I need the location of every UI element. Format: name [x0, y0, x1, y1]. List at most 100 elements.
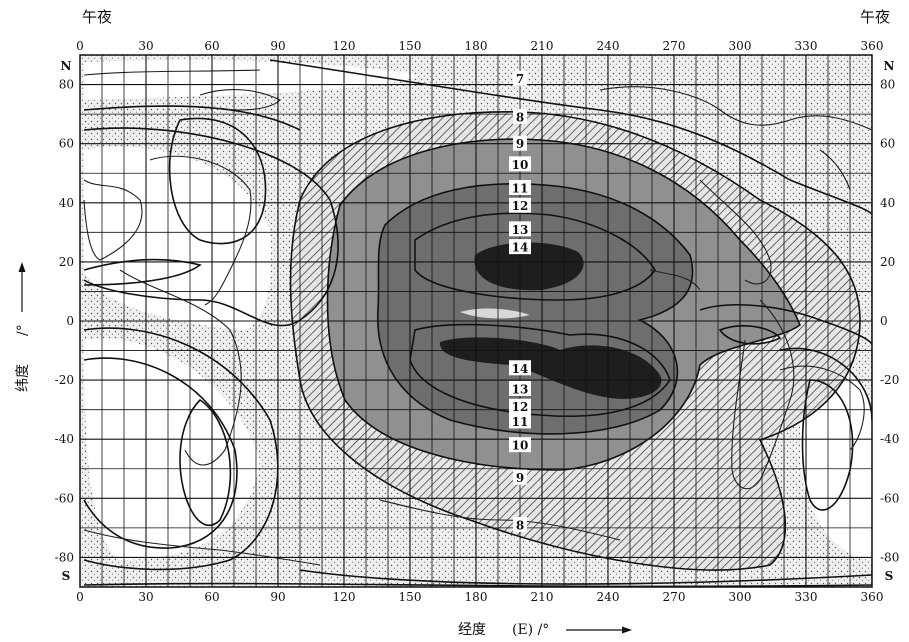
contour-label: 11	[509, 413, 531, 429]
contour-label-box	[509, 437, 531, 453]
y-tick-label-right: 20	[880, 255, 895, 269]
y-axis-arrowhead	[18, 262, 26, 272]
south-label-left: S	[62, 569, 71, 583]
x-ticks-top: 0 30 60 90 120 150 180 210 240 270 300 330 360	[76, 39, 883, 53]
x-tick-label-top: 180	[465, 39, 488, 53]
contour-label-box	[509, 239, 531, 255]
x-tick-label-bottom: 60	[204, 590, 219, 604]
y-tick-label-right: -40	[880, 432, 899, 446]
contour-label-text: 13	[512, 382, 529, 396]
y-tick-label-left: 20	[59, 255, 74, 269]
y-tick-label-left: -20	[55, 373, 74, 387]
contour-label-box	[509, 413, 531, 429]
x-tick-label-bottom: 90	[270, 590, 285, 604]
contour-label-box	[513, 469, 527, 485]
contour-label: 7	[513, 70, 527, 86]
coastline-outlines	[83, 69, 872, 566]
contour-label-text: 10	[512, 158, 529, 172]
x-tick-label-top: 360	[861, 39, 884, 53]
x-tick-label-top: 210	[531, 39, 554, 53]
contour-label-box	[509, 180, 531, 195]
contour-label: 9	[513, 135, 527, 151]
x-tick-label-bottom: 360	[861, 590, 884, 604]
contour-label-text: 14	[512, 362, 529, 376]
contour-label: 8	[513, 516, 527, 532]
contour-label-text: 8	[516, 518, 524, 532]
y-tick-label-right: 0	[880, 314, 888, 328]
contour-label: 10	[509, 156, 531, 172]
contour-label-box	[513, 516, 527, 532]
y-tick-label-left: 60	[59, 137, 74, 151]
x-tick-label-top: 0	[76, 39, 84, 53]
contour-band-13-14	[377, 183, 693, 434]
x-tick-label-bottom: 210	[531, 590, 554, 604]
x-tick-label-bottom: 30	[138, 590, 153, 604]
contour-label: 13	[509, 380, 531, 396]
x-tick-label-bottom: 270	[663, 590, 686, 604]
graticule-grid	[80, 55, 872, 587]
y-ticks-left: 80 60 40 20 0 -20 -40 -60 -80	[55, 78, 74, 565]
contour-label: 12	[509, 197, 531, 213]
x-ticks-bottom: 0 30 60 90 120 150 180 210 240 270 300 330 360	[76, 590, 883, 604]
north-label-right: N	[884, 59, 895, 73]
low-region-west-south	[84, 338, 260, 560]
y-tick-label-right: -80	[880, 550, 899, 564]
north-label-left: N	[61, 59, 72, 73]
y-tick-label-right: 60	[880, 137, 895, 151]
contour-label-box	[513, 70, 527, 86]
contour-label-text: 11	[512, 182, 529, 196]
x-tick-label-bottom: 150	[399, 590, 422, 604]
y-tick-label-left: 80	[59, 78, 74, 92]
contour-label-text: 10	[512, 439, 529, 453]
map-frame	[79, 54, 873, 588]
south-label-right: S	[885, 569, 894, 583]
x-tick-label-bottom: 180	[465, 590, 488, 604]
y-axis-label: 纬度	[15, 364, 31, 392]
midnight-label-left: 午夜	[82, 8, 113, 26]
x-tick-label-top: 120	[333, 39, 356, 53]
contour-label-text: 9	[516, 137, 524, 151]
x-tick-label-top: 150	[399, 39, 422, 53]
y-tick-label-right: -60	[880, 491, 899, 505]
x-tick-label-top: 30	[138, 39, 153, 53]
x-tick-label-bottom: 120	[333, 590, 356, 604]
contour-label-text: 14	[512, 241, 529, 255]
equator-gap	[460, 308, 530, 319]
y-axis-title: 纬度 /°	[15, 324, 31, 392]
x-tick-label-top: 270	[663, 39, 686, 53]
midnight-label-right: 午夜	[860, 8, 891, 26]
contour-label-box	[509, 221, 531, 237]
contour-label-box	[513, 135, 527, 151]
x-tick-label-bottom: 300	[729, 590, 752, 604]
x-tick-label-top: 90	[270, 39, 285, 53]
contour-label-text: 11	[512, 415, 529, 429]
x-tick-label-bottom: 240	[597, 590, 620, 604]
x-axis-unit: (E) /°	[512, 622, 549, 638]
y-ticks-right: 80 60 40 20 0 -20 -40 -60 -80	[880, 78, 899, 565]
contour-label: 13	[509, 221, 531, 237]
y-tick-label-left: 40	[59, 196, 74, 210]
y-axis-unit: /°	[15, 324, 31, 336]
contour-label: 8	[513, 109, 527, 125]
contour-label-text: 12	[512, 199, 529, 213]
contour-label: 9	[513, 469, 527, 485]
contour-label-box	[509, 156, 531, 172]
x-axis-arrowhead	[622, 626, 632, 634]
y-tick-label-left: -60	[55, 491, 74, 505]
y-tick-label-left: 0	[66, 314, 74, 328]
contour-label-text: 9	[516, 471, 524, 485]
contour-label-box	[509, 380, 531, 396]
core-north	[474, 242, 584, 291]
contour-label-box	[513, 109, 527, 125]
y-tick-label-left: -80	[55, 550, 74, 564]
y-tick-label-right: 40	[880, 196, 895, 210]
x-tick-label-bottom: 0	[76, 590, 84, 604]
contour-label: 12	[509, 398, 531, 414]
contour-label: 10	[509, 437, 531, 453]
y-tick-label-right: -20	[880, 373, 899, 387]
core-south	[439, 337, 662, 399]
contour-label-box	[509, 398, 531, 414]
y-tick-label-left: -40	[55, 432, 74, 446]
contour-label-box	[509, 197, 531, 213]
